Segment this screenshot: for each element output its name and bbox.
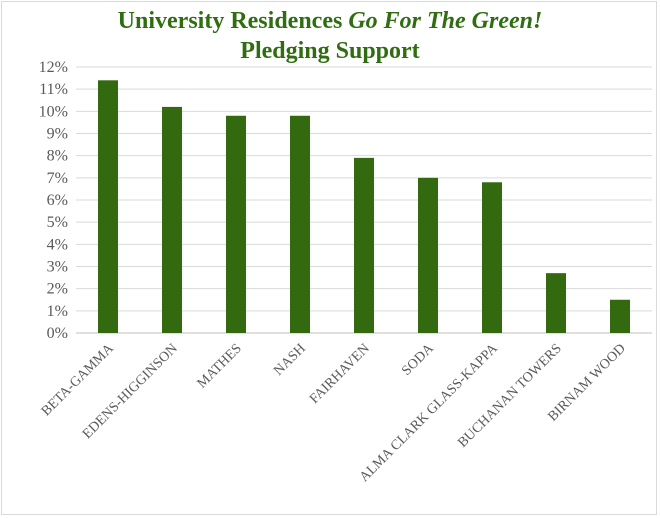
y-tick-label: 2%	[47, 281, 68, 298]
y-tick-label: 1%	[47, 303, 68, 320]
y-tick-label: 6%	[47, 192, 68, 209]
bar	[546, 273, 566, 333]
bar	[418, 178, 438, 333]
y-tick-label: 8%	[47, 148, 68, 165]
y-tick-label: 12%	[39, 59, 68, 76]
x-category-label: ALMA CLARK GLASS-KAPPA	[357, 341, 502, 486]
bar	[226, 116, 246, 333]
y-tick-label: 5%	[47, 214, 68, 231]
y-tick-label: 7%	[47, 170, 68, 187]
bar	[610, 300, 630, 333]
bar	[162, 107, 182, 333]
x-category-label: NASH	[271, 341, 309, 379]
x-category-label: BUCHANAN TOWERS	[455, 341, 565, 451]
x-category-label: FAIRHAVEN	[307, 341, 373, 407]
y-tick-label: 4%	[47, 236, 68, 253]
y-tick-label: 3%	[47, 259, 68, 276]
x-category-label: SODA	[399, 341, 437, 379]
y-tick-label: 0%	[47, 325, 68, 342]
y-tick-label: 10%	[39, 103, 68, 120]
y-tick-label: 11%	[39, 81, 68, 98]
bar	[98, 80, 118, 333]
y-tick-label: 9%	[47, 126, 68, 143]
bar	[290, 116, 310, 333]
x-category-label: MATHES	[195, 341, 245, 391]
bar	[354, 158, 374, 333]
bar	[482, 182, 502, 333]
